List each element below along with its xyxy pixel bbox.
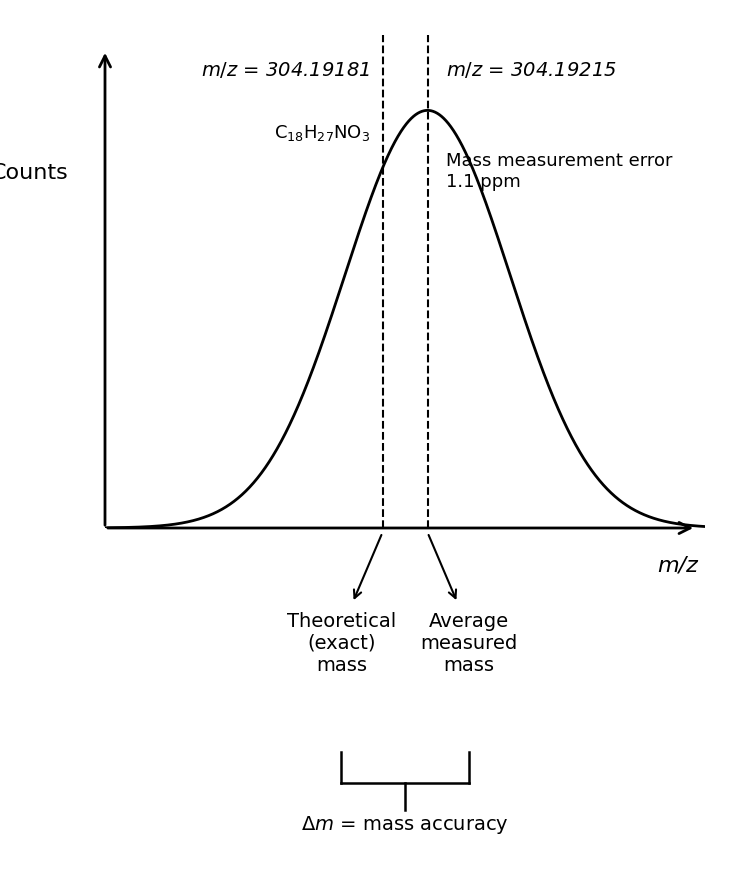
Text: Average
measured
mass: Average measured mass	[420, 612, 518, 675]
Text: Mass measurement error
1.1 ppm: Mass measurement error 1.1 ppm	[446, 152, 672, 191]
Text: Theoretical
(exact)
mass: Theoretical (exact) mass	[286, 612, 396, 675]
Text: $\it{m/z}$ = 304.19215: $\it{m/z}$ = 304.19215	[446, 60, 616, 80]
Text: m/z: m/z	[658, 555, 698, 576]
Text: Counts: Counts	[0, 163, 69, 183]
Text: $\it{m/z}$ = 304.19181: $\it{m/z}$ = 304.19181	[202, 60, 370, 80]
Text: $\Delta$$\it{m}$ = mass accuracy: $\Delta$$\it{m}$ = mass accuracy	[301, 814, 509, 836]
Text: $\mathregular{C_{18}H_{27}NO_3}$: $\mathregular{C_{18}H_{27}NO_3}$	[274, 123, 370, 143]
